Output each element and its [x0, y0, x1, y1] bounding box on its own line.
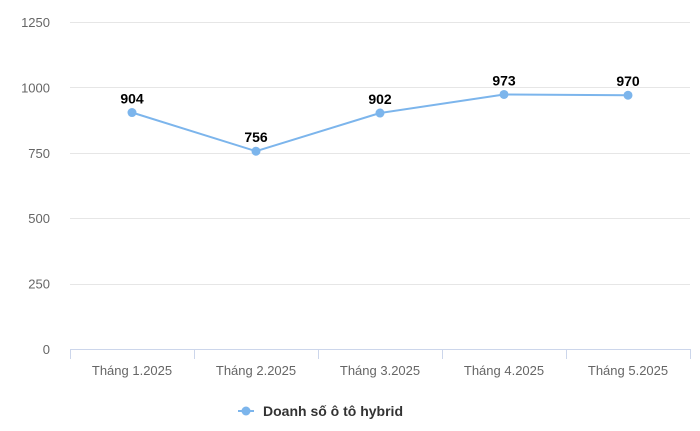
data-label: 973 — [492, 72, 516, 88]
y-tick-label: 750 — [28, 146, 50, 161]
y-tick-label: 0 — [43, 342, 50, 357]
data-point[interactable] — [375, 108, 385, 118]
x-tick-label: Tháng 4.2025 — [464, 363, 544, 378]
x-tick-label: Tháng 2.2025 — [216, 363, 296, 378]
data-point[interactable] — [499, 89, 509, 99]
data-label: 756 — [244, 129, 268, 145]
y-axis-tick-labels: 0 250 500 750 1000 1250 — [21, 15, 50, 357]
data-labels: 904 756 902 973 970 — [119, 71, 642, 147]
legend-label: Doanh số ô tô hybrid — [263, 403, 403, 419]
legend-marker — [241, 406, 251, 416]
y-tick-label: 500 — [28, 211, 50, 226]
data-point[interactable] — [623, 90, 633, 100]
data-point[interactable] — [251, 146, 261, 156]
y-tick-label: 250 — [28, 277, 50, 292]
series-layer — [127, 89, 633, 156]
data-point[interactable] — [127, 108, 137, 118]
y-tick-label: 1250 — [21, 15, 50, 30]
x-tick-label: Tháng 1.2025 — [92, 363, 172, 378]
y-gridlines — [70, 22, 690, 285]
legend[interactable]: Doanh số ô tô hybrid — [238, 403, 403, 419]
x-tick-label: Tháng 3.2025 — [340, 363, 420, 378]
x-tick-label: Tháng 5.2025 — [588, 363, 668, 378]
data-label: 902 — [368, 91, 392, 107]
data-label: 970 — [616, 73, 640, 89]
y-tick-label: 1000 — [21, 80, 50, 95]
data-label: 904 — [120, 91, 144, 107]
x-axis: Tháng 1.2025 Tháng 2.2025 Tháng 3.2025 Thán… — [70, 349, 691, 378]
